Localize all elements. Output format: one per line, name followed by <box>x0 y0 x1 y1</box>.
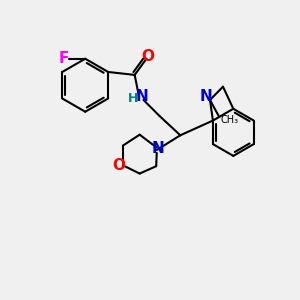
Text: CH₃: CH₃ <box>220 115 238 125</box>
Text: N: N <box>152 141 164 156</box>
Text: N: N <box>200 89 213 104</box>
Text: F: F <box>58 51 69 66</box>
Text: N: N <box>136 89 148 104</box>
Text: O: O <box>112 158 125 173</box>
Text: H: H <box>128 92 138 105</box>
Text: O: O <box>141 49 154 64</box>
